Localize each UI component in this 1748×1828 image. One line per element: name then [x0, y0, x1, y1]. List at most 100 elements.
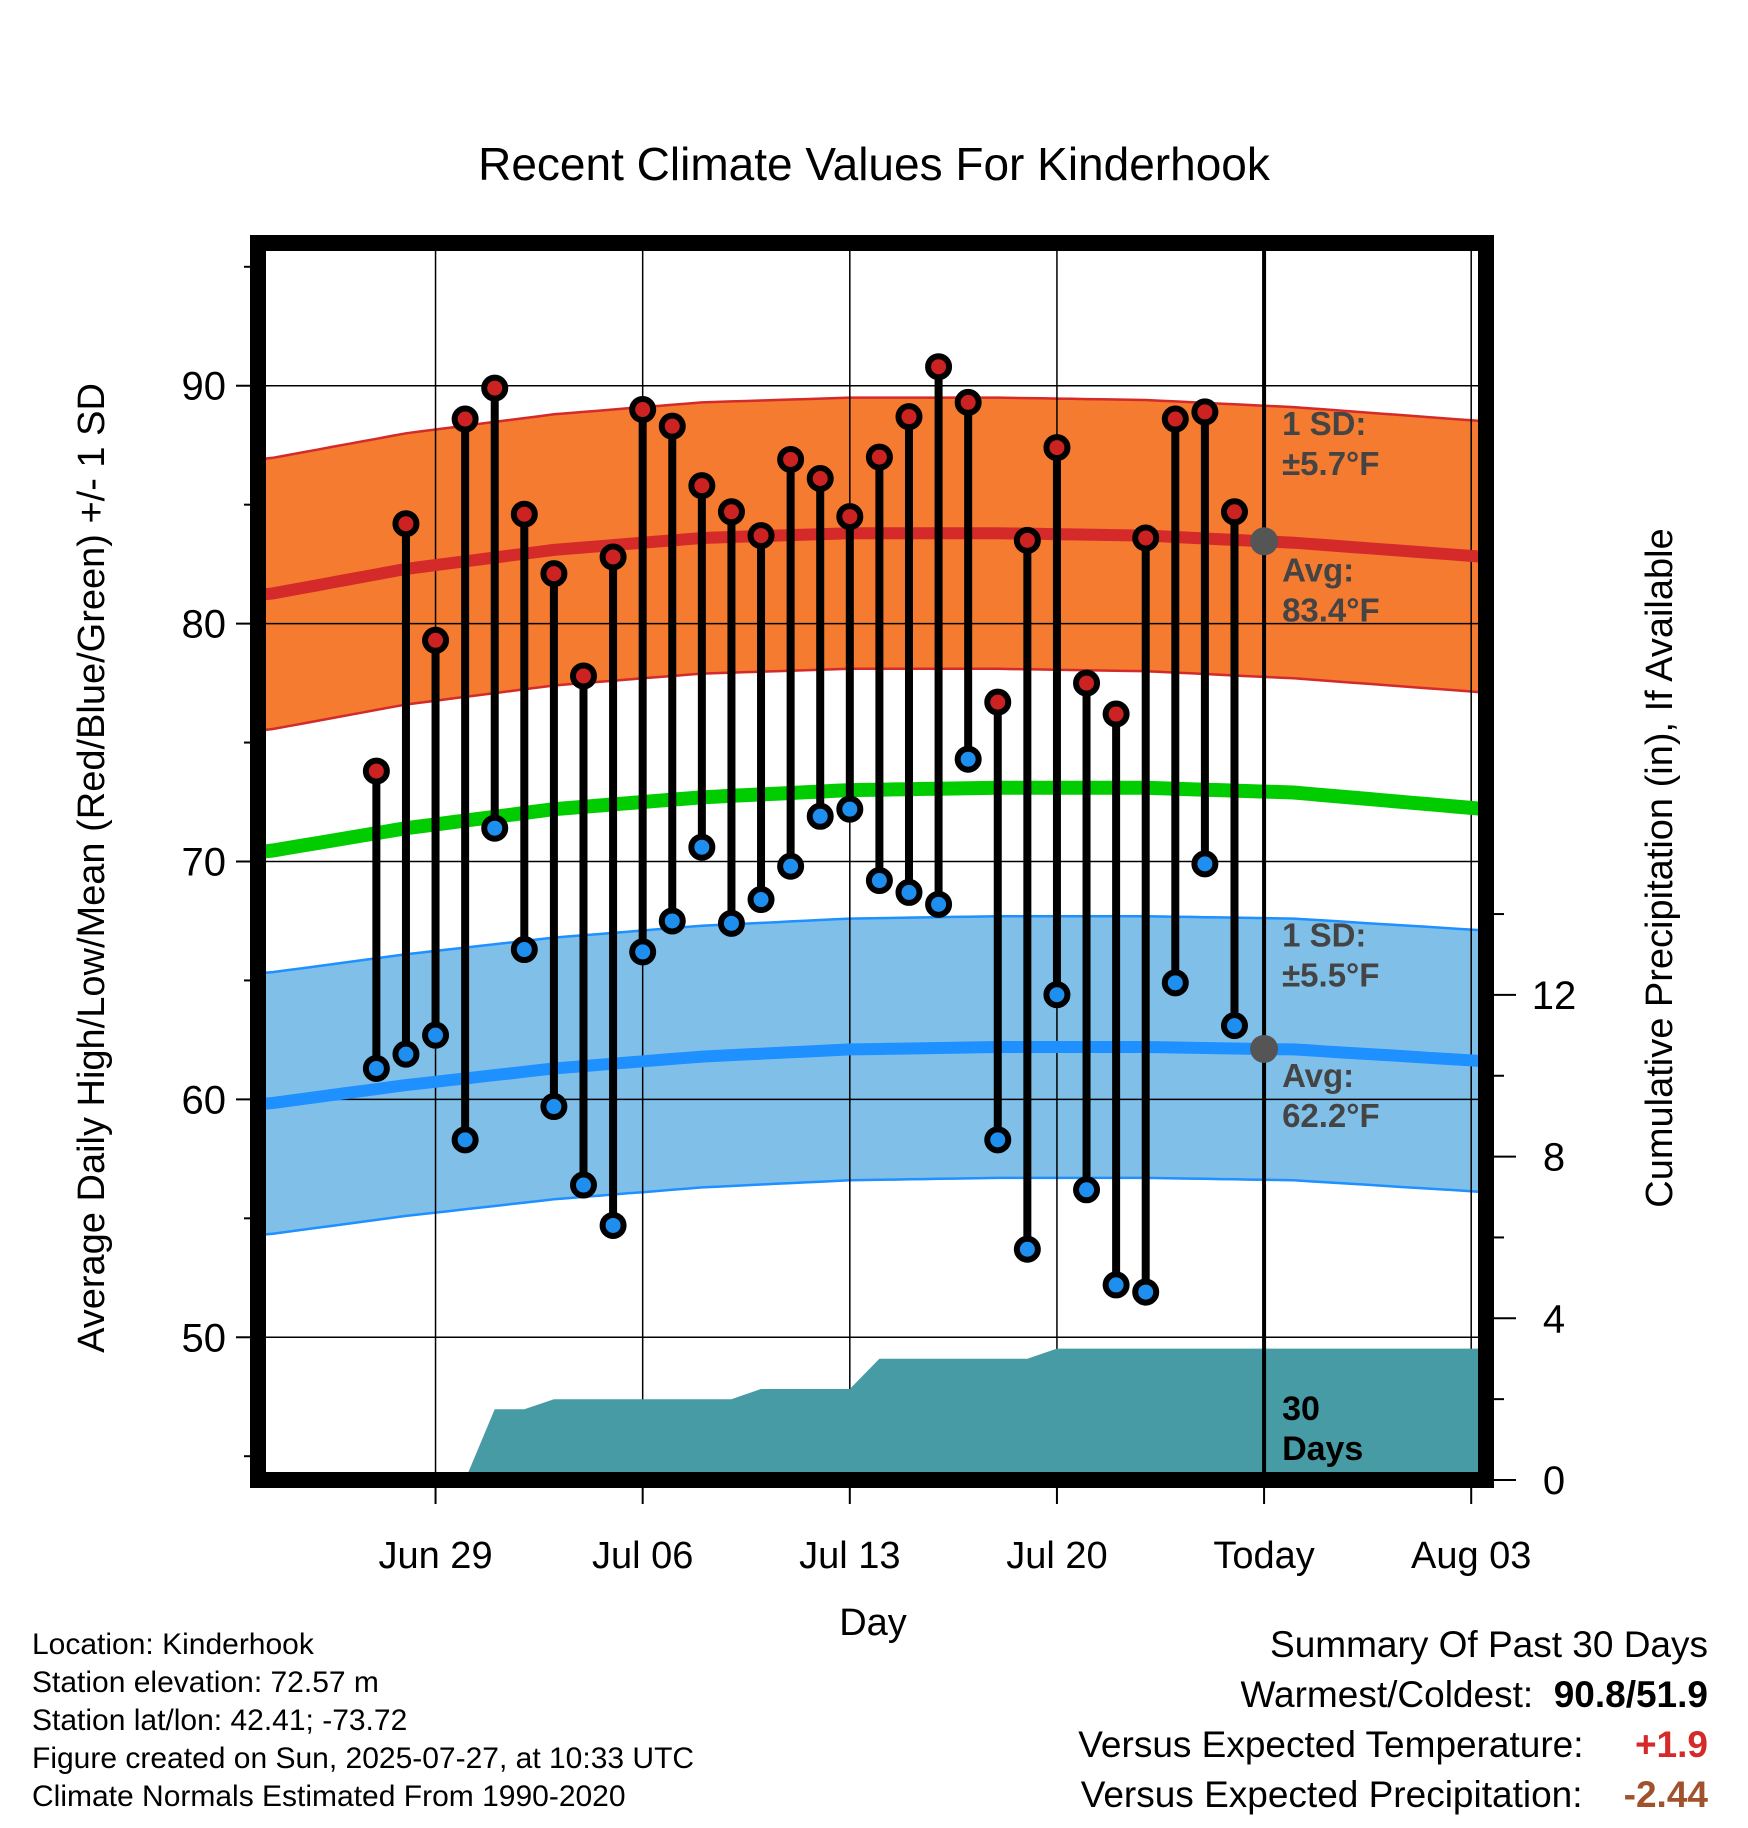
low-point [836, 795, 864, 823]
y-tick-label-left: 60 [182, 1078, 227, 1122]
high-point [540, 560, 568, 588]
low-point [540, 1093, 568, 1121]
precip-value: -2.44 [1623, 1774, 1708, 1815]
annotation-low-sd-title: 1 SD: [1282, 917, 1366, 954]
y-tick-label-left: 50 [182, 1316, 227, 1360]
low-point [747, 886, 775, 914]
low-point [954, 745, 982, 773]
high-point [1073, 669, 1101, 697]
x-tick-label: Jul 06 [592, 1535, 693, 1577]
high-point [1102, 700, 1130, 728]
high-point [510, 500, 538, 528]
low-point [451, 1126, 479, 1154]
high-point [569, 662, 597, 690]
high-point [362, 757, 390, 785]
low-point [599, 1211, 627, 1239]
y-axis-label-left: Average Daily High/Low/Mean (Red/Blue/Gr… [71, 383, 113, 1353]
today-high-avg-marker [1250, 527, 1279, 556]
high-point [836, 503, 864, 531]
y-axis-label-right: Cumulative Precipitation (in), If Availa… [1639, 528, 1681, 1207]
annotation-high-sd-value: ±5.7°F [1282, 445, 1379, 482]
temp-value: +1.9 [1634, 1724, 1708, 1765]
location-text: Location: Kinderhook [32, 1628, 314, 1661]
x-tick-label: Aug 03 [1411, 1535, 1531, 1577]
high-point [865, 443, 893, 471]
high-point [777, 445, 805, 473]
low-point [392, 1040, 420, 1068]
normals-text: Climate Normals Estimated From 1990-2020 [32, 1780, 626, 1813]
annotation-low-avg-title: Avg: [1282, 1057, 1354, 1094]
annotation-high-avg-title: Avg: [1282, 551, 1354, 588]
summary-warm-cold: Warmest/Coldest: 90.8/51.9 [1078, 1670, 1708, 1720]
high-point [925, 353, 953, 381]
y-tick-label-left: 90 [182, 365, 227, 409]
low-point [481, 814, 509, 842]
high-point [1161, 405, 1189, 433]
elevation-text: Station elevation: 72.57 m [32, 1666, 379, 1699]
plot-frame [250, 235, 1494, 1488]
high-point [747, 522, 775, 550]
summary-title: Summary Of Past 30 Days [1270, 1624, 1708, 1665]
high-point [1191, 398, 1219, 426]
high-point [658, 412, 686, 440]
low-point [510, 936, 538, 964]
temp-label: Versus Expected Temperature: [1078, 1724, 1584, 1765]
summary-temperature: Versus Expected Temperature: +1.9 [1078, 1720, 1708, 1770]
days-label-number: 30 [1282, 1390, 1320, 1428]
high-point [451, 405, 479, 433]
low-point [717, 909, 745, 937]
low-point [1161, 969, 1189, 997]
high-point [422, 626, 450, 654]
high-point [392, 510, 420, 538]
high-point [717, 498, 745, 526]
low-point [777, 852, 805, 880]
high-point [1132, 524, 1160, 552]
annotation-low-sd-value: ±5.5°F [1282, 957, 1379, 994]
latlon-text: Station lat/lon: 42.41; -73.72 [32, 1704, 408, 1737]
low-point [1191, 850, 1219, 878]
annotation-high-avg-value: 83.4°F [1282, 591, 1380, 628]
low-point [895, 878, 923, 906]
warm-cold-value: 90.8/51.9 [1553, 1674, 1708, 1715]
y-tick-label-right: 12 [1532, 974, 1577, 1018]
low-point [658, 907, 686, 935]
low-point [688, 833, 716, 861]
x-axis-label: Day [839, 1602, 907, 1644]
high-point [481, 374, 509, 402]
high-point [1013, 526, 1041, 554]
low-point [806, 802, 834, 830]
y-tick-label-left: 70 [182, 841, 227, 885]
y-tick-label-right: 4 [1543, 1297, 1565, 1341]
annotation-low-avg-value: 62.2°F [1282, 1097, 1380, 1134]
days-label-unit: Days [1282, 1430, 1363, 1468]
chart-title: Recent Climate Values For Kinderhook [478, 138, 1271, 190]
precip-area [258, 1348, 1486, 1480]
high-point [688, 472, 716, 500]
low-point [865, 867, 893, 895]
x-tick-label: Jul 20 [1006, 1535, 1107, 1577]
annotation-high-sd-title: 1 SD: [1282, 405, 1366, 442]
y-tick-label-right: 0 [1543, 1459, 1565, 1503]
station-info: Location: Kinderhook Station elevation: … [32, 1626, 694, 1816]
low-point [629, 938, 657, 966]
low-point [1102, 1271, 1130, 1299]
low-sd-lower-line [258, 1176, 1486, 1237]
warm-cold-label: Warmest/Coldest: [1240, 1674, 1534, 1715]
summary-panel: Summary Of Past 30 Days Warmest/Coldest:… [1078, 1620, 1708, 1820]
high-point [954, 388, 982, 416]
low-point [1013, 1235, 1041, 1263]
low-point [1073, 1176, 1101, 1204]
today-low-avg-marker [1250, 1034, 1279, 1063]
low-point [362, 1054, 390, 1082]
low-point [1043, 981, 1071, 1009]
high-point [629, 396, 657, 424]
low-point [1132, 1278, 1160, 1306]
low-point [569, 1171, 597, 1199]
low-point [925, 890, 953, 918]
low-point [1220, 1012, 1248, 1040]
x-tick-label: Today [1213, 1535, 1314, 1577]
precip-label: Versus Expected Precipitation: [1080, 1774, 1583, 1815]
